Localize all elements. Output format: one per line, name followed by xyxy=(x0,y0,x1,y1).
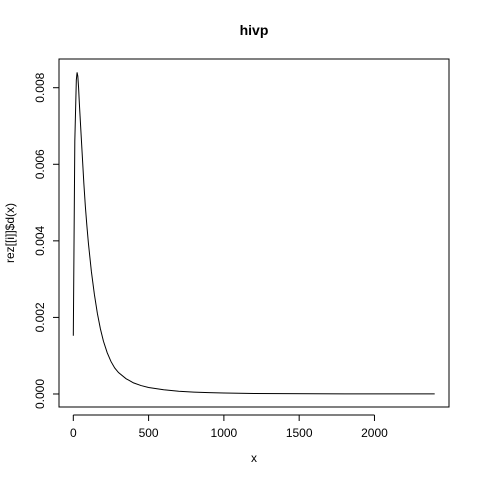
y-axis: 0.000 0.002 0.004 0.006 0.008 xyxy=(33,72,60,409)
x-tick-label: 500 xyxy=(139,426,159,440)
x-axis-label: x xyxy=(251,451,257,465)
y-tick-label: 0.000 xyxy=(33,379,47,409)
y-tick-label: 0.002 xyxy=(33,302,47,332)
x-tick-label: 2000 xyxy=(361,426,388,440)
x-tick-label: 1500 xyxy=(286,426,313,440)
y-tick-label: 0.008 xyxy=(33,72,47,102)
x-tick-label: 0 xyxy=(70,426,77,440)
y-tick-label: 0.006 xyxy=(33,149,47,179)
chart-title: hivp xyxy=(240,22,269,38)
y-axis-label: rez[[i]]$d(x) xyxy=(3,203,17,263)
y-tick-label: 0.004 xyxy=(33,226,47,256)
x-axis: 0 500 1000 1500 2000 xyxy=(70,414,388,440)
series-line xyxy=(72,72,435,395)
plot-frame xyxy=(58,58,450,408)
x-tick-label: 1000 xyxy=(211,426,238,440)
